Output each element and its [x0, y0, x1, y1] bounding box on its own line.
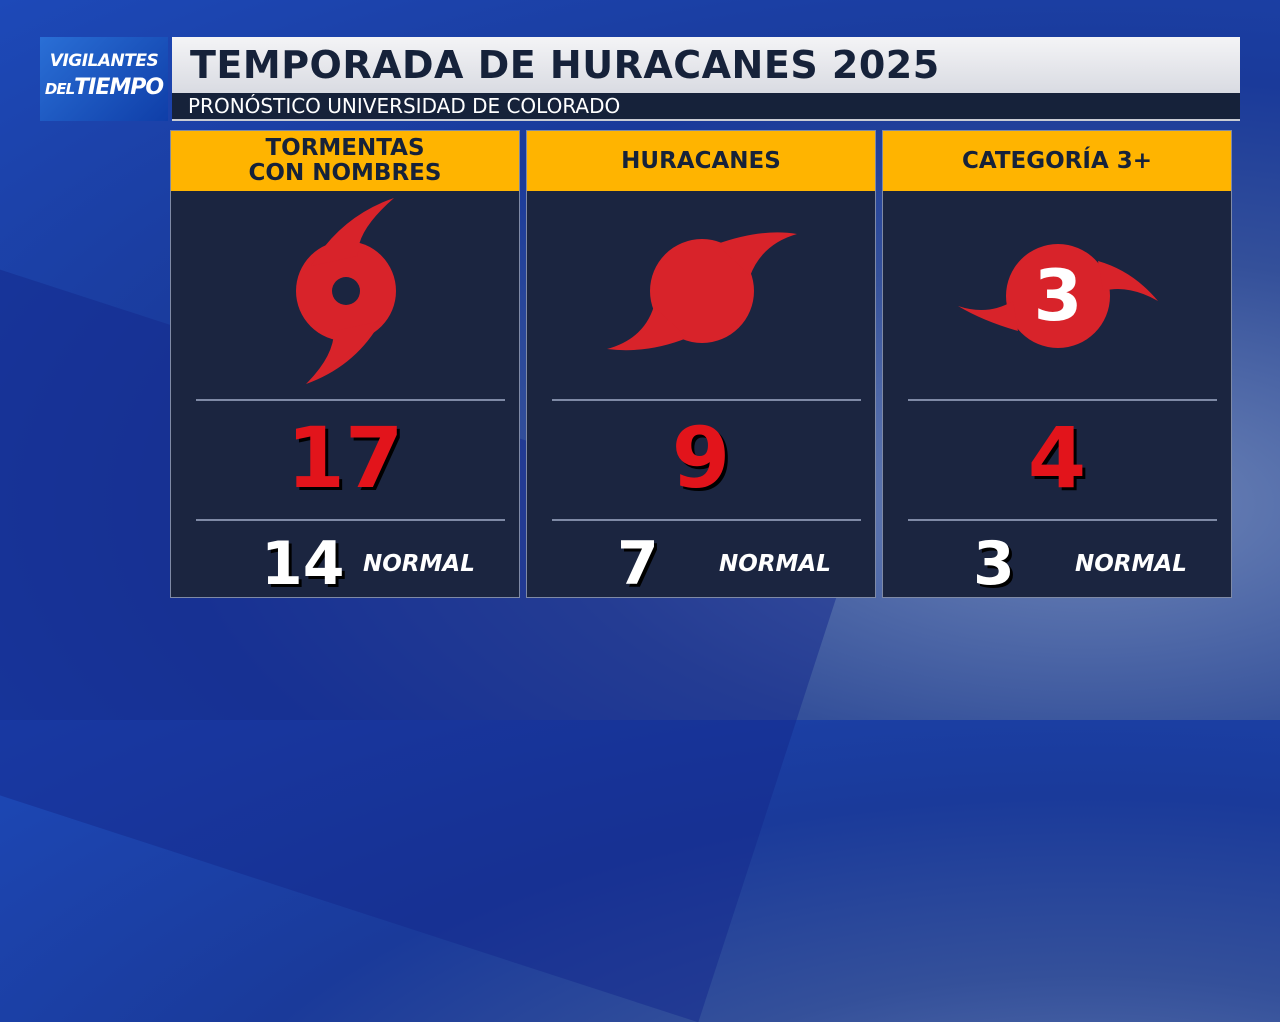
normal-label: NORMAL — [363, 551, 475, 577]
storm-icon — [607, 232, 797, 351]
logo-word: DEL — [44, 80, 75, 98]
normal-label: NORMAL — [1075, 551, 1187, 577]
title-bar: TEMPORADA DE HURACANES 2025 — [172, 37, 1240, 93]
panel: CATEGORÍA 3+ 3 4 3 NORMAL — [882, 130, 1232, 599]
panel: HURACANES 9 7 NORMAL — [526, 130, 876, 599]
logo-line: DELTIEMPO — [40, 75, 168, 100]
subtitle: PRONÓSTICO UNIVERSIDAD DE COLORADO — [188, 94, 621, 118]
forecast-value: 17 — [286, 409, 404, 507]
logo: VIGILANTES DELTIEMPO — [40, 37, 168, 121]
panel: TORMENTAS CON NOMBRES 17 14 NORMAL — [170, 130, 520, 599]
panel-header: TORMENTAS CON NOMBRES — [171, 131, 519, 191]
normal-value: 3 — [973, 529, 1015, 599]
forecast-value: 4 — [1027, 409, 1087, 507]
forecast-value: 9 — [671, 409, 731, 507]
divider — [552, 519, 861, 521]
icon-text: 3 — [1034, 255, 1083, 337]
panel-header: CATEGORÍA 3+ — [883, 131, 1231, 191]
panel-header: HURACANES — [527, 131, 875, 191]
subtitle-bar: PRONÓSTICO UNIVERSIDAD DE COLORADO — [172, 93, 1240, 121]
logo-line: VIGILANTES — [49, 51, 159, 71]
panel-header-line: TORMENTAS — [265, 135, 425, 161]
divider — [196, 399, 505, 401]
panel-header-line: CATEGORÍA 3+ — [961, 147, 1153, 174]
divider — [552, 399, 861, 401]
normal-value: 14 — [261, 529, 345, 599]
panel-header-line: HURACANES — [621, 147, 781, 174]
normal-value: 7 — [617, 529, 659, 599]
title: TEMPORADA DE HURACANES 2025 — [190, 43, 940, 87]
normal-label: NORMAL — [719, 551, 831, 577]
divider — [196, 519, 505, 521]
logo-word: TIEMPO — [74, 75, 164, 100]
divider — [908, 519, 1217, 521]
storm-icon: 3 — [958, 244, 1158, 348]
panel-header-line: CON NOMBRES — [248, 160, 442, 186]
divider — [908, 399, 1217, 401]
storm-icon — [296, 198, 396, 384]
